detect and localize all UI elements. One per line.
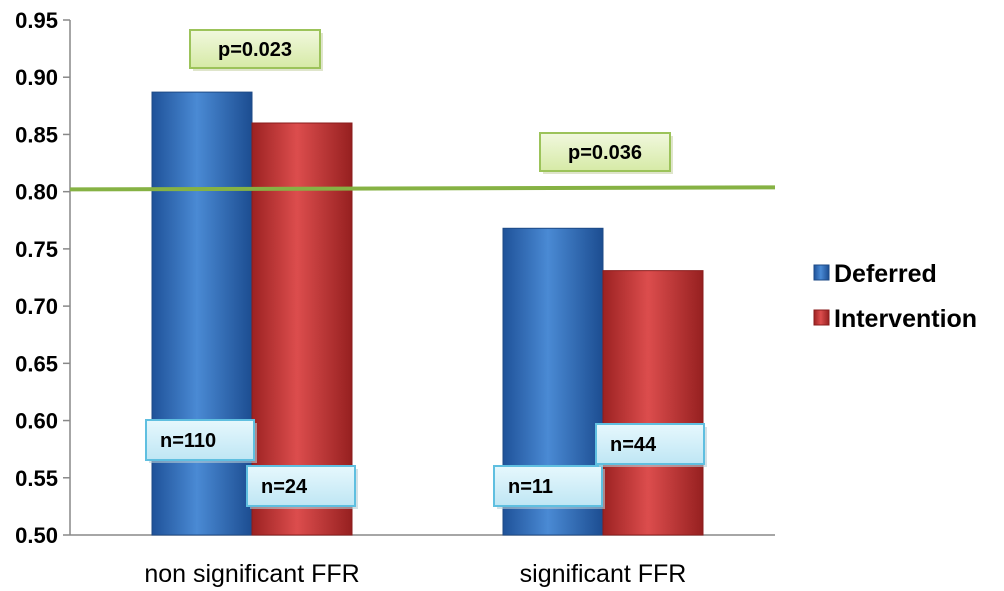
n-label: n=44: [595, 423, 707, 467]
axes: 0.50 0.55 0.60 0.65 0.70 0.75 0.80 0.85 0.90 0.95…: [15, 8, 775, 588]
y-tick-label: 0.70: [15, 294, 58, 319]
n-label-text: n=110: [160, 430, 216, 452]
legend-label-deferred: Deferred: [834, 260, 937, 288]
p-value-label: p=0.036: [539, 132, 673, 174]
y-tick-label: 0.65: [15, 351, 58, 376]
y-tick-label: 0.80: [15, 180, 58, 205]
p-value-box: [189, 29, 321, 69]
reference-line: [69, 185, 776, 192]
y-tick-label: 0.50: [15, 523, 58, 548]
n-label: n=110: [145, 419, 257, 463]
n-label-text: n=44: [610, 434, 657, 456]
annotations: n=110 n=24 n=11 n=44 p=0.023 p=0.036: [145, 29, 707, 509]
legend: Deferred Intervention: [813, 260, 977, 333]
n-label-box: [246, 465, 356, 507]
y-tick-label: 0.60: [15, 409, 58, 434]
x-tick-label: significant FFR: [520, 560, 687, 588]
p-value-text: p=0.036: [568, 142, 642, 164]
n-label: n=11: [493, 465, 605, 509]
p-value-box: [539, 132, 671, 172]
y-tick-label: 0.85: [15, 122, 58, 147]
x-tick-label: non significant FFR: [144, 560, 359, 588]
n-label-box: [493, 465, 603, 507]
p-value-label: p=0.023: [189, 29, 323, 71]
y-tick-label: 0.75: [15, 237, 58, 262]
legend-swatch-deferred: [813, 264, 830, 281]
legend-swatch-intervention: [813, 309, 830, 326]
n-label: n=24: [246, 465, 358, 509]
bar-deferred: [151, 91, 253, 536]
n-label-box: [145, 419, 255, 461]
p-value-text: p=0.023: [218, 39, 292, 61]
y-tick-label: 0.55: [15, 466, 58, 491]
y-tick-label: 0.95: [15, 8, 58, 33]
bar-intervention: [602, 270, 704, 536]
y-tick-label: 0.90: [15, 65, 58, 90]
n-label-text: n=24: [261, 476, 308, 498]
legend-label-intervention: Intervention: [834, 305, 977, 333]
reference-line-group: [69, 185, 776, 192]
n-label-box: [595, 423, 705, 465]
n-label-text: n=11: [508, 476, 553, 498]
